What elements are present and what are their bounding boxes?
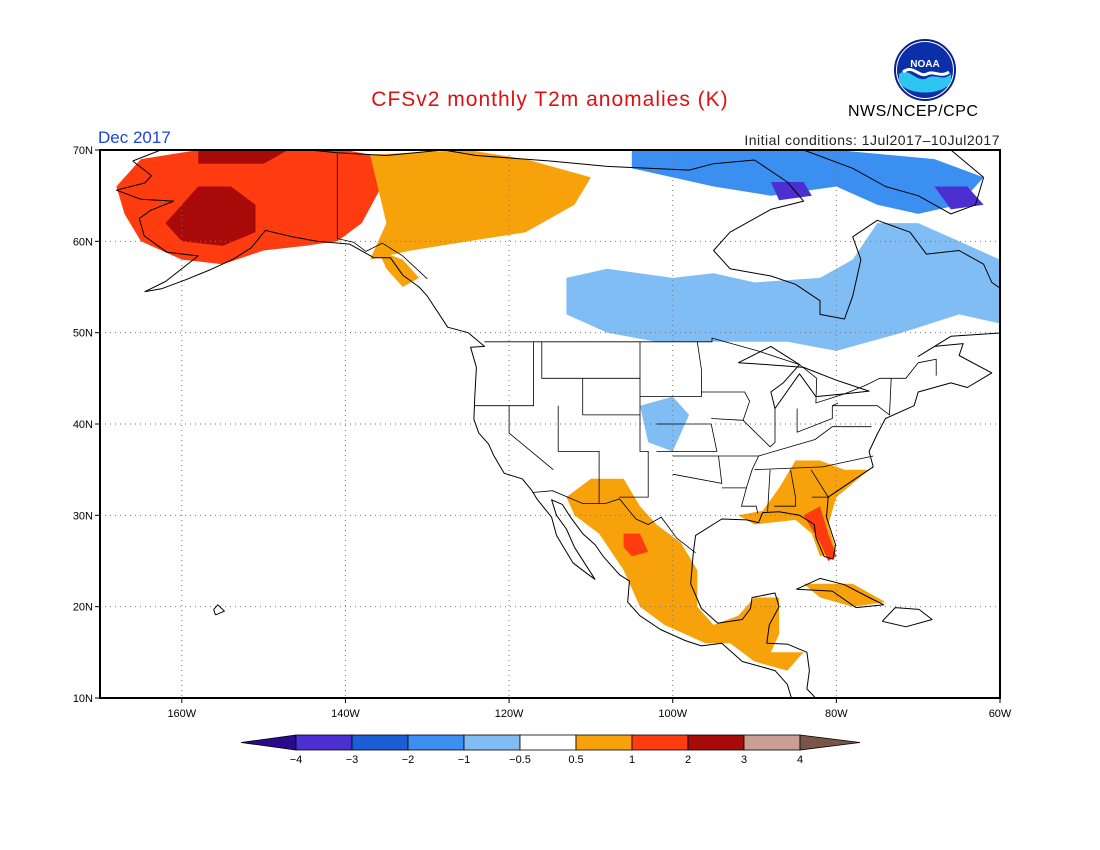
colorbar-bin bbox=[519, 734, 577, 751]
noaa-logo-text: NOAA bbox=[910, 59, 939, 70]
anomaly-canada-cool bbox=[566, 223, 1000, 351]
border-alaska-canada bbox=[336, 153, 428, 280]
anomaly-caribbean-warm bbox=[803, 583, 886, 607]
anomaly-arctic-cool bbox=[631, 150, 984, 214]
border-state-line-9 bbox=[672, 455, 723, 484]
colorbar-label: −4 bbox=[290, 754, 303, 766]
lat-tick-label: 70N bbox=[73, 145, 93, 157]
lat-tick-label: 10N bbox=[73, 693, 93, 705]
anomaly-mexico-hot-spots bbox=[623, 533, 649, 557]
lat-tick-label: 30N bbox=[73, 510, 93, 522]
anomaly-mexico-warm bbox=[566, 478, 804, 671]
anomaly-arctic-cooler bbox=[770, 182, 812, 201]
border-us-mexico bbox=[532, 490, 696, 554]
colorbar-label: −3 bbox=[346, 754, 359, 766]
colorbar-label: 0.5 bbox=[568, 754, 583, 766]
noaa-logo: NOAA bbox=[893, 38, 957, 107]
coastline-layer bbox=[115, 150, 1058, 698]
colorbar-under-arrow bbox=[240, 734, 297, 751]
colorbar-label: −1 bbox=[458, 754, 471, 766]
anomaly-alaska-hot-core bbox=[165, 186, 256, 246]
anomaly-southeast-warm bbox=[738, 460, 870, 557]
agency-label: NWS/NCEP/CPC bbox=[848, 103, 979, 120]
colorbar-bin bbox=[687, 734, 745, 751]
border-layer bbox=[336, 153, 937, 554]
colorbar-bin bbox=[743, 734, 801, 751]
border-state-line-6 bbox=[619, 414, 649, 498]
colorbar-label: 3 bbox=[741, 754, 747, 766]
anomaly-baffin-cooler bbox=[934, 186, 984, 210]
anomaly-yukon-warm bbox=[370, 150, 591, 260]
coast-north-america-coast bbox=[115, 150, 1000, 698]
coast-hawaii bbox=[213, 604, 225, 616]
border-state-line-12 bbox=[740, 487, 759, 514]
colorbar-label: 2 bbox=[685, 754, 691, 766]
border-state-line-10 bbox=[701, 391, 751, 421]
border-state-line-17 bbox=[742, 408, 776, 448]
border-state-line-7 bbox=[640, 341, 702, 398]
border-state-line-18 bbox=[796, 402, 839, 433]
coast-hispaniola bbox=[881, 607, 933, 628]
colorbar-label: −0.5 bbox=[509, 754, 531, 766]
colorbar-bin bbox=[351, 734, 409, 751]
border-state-line-15 bbox=[754, 455, 874, 471]
anomaly-layer bbox=[116, 150, 1000, 671]
coast-newfoundland bbox=[1006, 318, 1058, 364]
initial-conditions-label: Initial conditions: 1Jul2017–10Jul2017 bbox=[744, 132, 1000, 148]
lat-tick-label: 60N bbox=[73, 236, 93, 248]
coast-cuba bbox=[796, 577, 885, 609]
colorbar-bin bbox=[463, 734, 521, 751]
lat-tick-label: 40N bbox=[73, 419, 93, 431]
lon-tick-label: 120W bbox=[495, 708, 524, 720]
border-state-line-2 bbox=[508, 405, 554, 471]
colorbar-label: 4 bbox=[797, 754, 803, 766]
coast-great-lakes bbox=[737, 345, 870, 409]
lat-tick-label: 20N bbox=[73, 602, 93, 614]
colorbar-label: −2 bbox=[402, 754, 415, 766]
coast-baffin-island bbox=[803, 150, 985, 215]
colorbar-label: 1 bbox=[629, 754, 635, 766]
border-state-line-16 bbox=[758, 426, 872, 457]
colorbar: −4 −3 −2 −1 −0.5 0.5 1 2 3 4 bbox=[240, 734, 861, 766]
colorbar-bin bbox=[407, 734, 465, 751]
border-state-line-11 bbox=[718, 455, 760, 489]
lon-tick-label: 80W bbox=[825, 708, 848, 720]
lon-tick-label: 140W bbox=[331, 708, 360, 720]
anomaly-alaska-hot-north bbox=[198, 150, 289, 164]
border-state-line-14 bbox=[774, 469, 796, 507]
border-state-line-13 bbox=[767, 469, 771, 512]
border-state-line-20 bbox=[810, 469, 829, 498]
border-state-line-1 bbox=[474, 341, 534, 407]
border-state-line-5 bbox=[541, 341, 641, 379]
border-us-canada bbox=[484, 337, 937, 404]
map-title: CFSv2 monthly T2m anomalies (K) bbox=[371, 88, 729, 111]
colorbar-bin bbox=[631, 734, 689, 751]
lon-tick-label: 60W bbox=[989, 708, 1012, 720]
lon-tick-label: 100W bbox=[658, 708, 687, 720]
lon-tick-label: 160W bbox=[167, 708, 196, 720]
colorbar-over-arrow bbox=[799, 734, 861, 751]
border-state-line-3 bbox=[557, 405, 600, 504]
axis-ticks: 160W 140W 120W 100W 80W 60W 10N 20N 30N 40N 50N 60N… bbox=[73, 145, 1012, 720]
colorbar-bin bbox=[295, 734, 353, 751]
lat-tick-label: 50N bbox=[73, 328, 93, 340]
border-state-line-8 bbox=[656, 423, 718, 452]
border-state-line-19 bbox=[832, 378, 892, 416]
colorbar-bin bbox=[575, 734, 633, 751]
forecast-month-label: Dec 2017 bbox=[98, 128, 171, 147]
anomaly-florida-hot bbox=[803, 506, 837, 561]
